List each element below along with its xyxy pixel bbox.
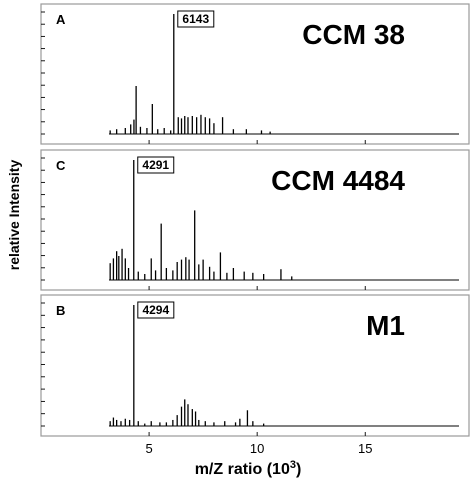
panel-frame: [40, 294, 470, 437]
x-axis-label: m/Z ratio (103): [195, 459, 302, 478]
x-tick-label: 5: [145, 441, 152, 456]
panel-letter: A: [56, 12, 66, 27]
panel-letter: C: [56, 158, 66, 173]
x-tick-label: 10: [250, 441, 264, 456]
x-axis-label-main: m/Z ratio (10: [195, 461, 290, 478]
panel-frame: [40, 149, 470, 291]
panel-frame: [40, 3, 470, 145]
peak-annotation-box: [177, 10, 215, 28]
x-axis-label-sup: 3: [290, 459, 296, 471]
peak-annotation-box: [137, 156, 175, 174]
panel-a: A CCM 38 6143: [40, 3, 470, 145]
series-label: CCM 38: [302, 19, 405, 50]
panel-letter: B: [56, 303, 65, 318]
series-label: M1: [366, 310, 405, 341]
x-axis-label-close: ): [296, 461, 301, 478]
x-tick-label: 15: [358, 441, 372, 456]
panel-c: C CCM 4484 4291: [40, 149, 470, 291]
panel-b: B M1 4294: [40, 294, 470, 437]
peak-annotation: 6143: [182, 12, 209, 26]
y-axis-label: relative Intensity: [6, 160, 22, 271]
peak-annotation: 4294: [142, 303, 169, 317]
peak-annotation-box: [137, 301, 175, 319]
spectrum-panels: A CCM 38 6143 C CCM 4484 4291 B M1 4294 5 10 15: [40, 3, 470, 456]
series-label: CCM 4484: [271, 165, 405, 196]
peak-annotation: 4291: [142, 158, 169, 172]
